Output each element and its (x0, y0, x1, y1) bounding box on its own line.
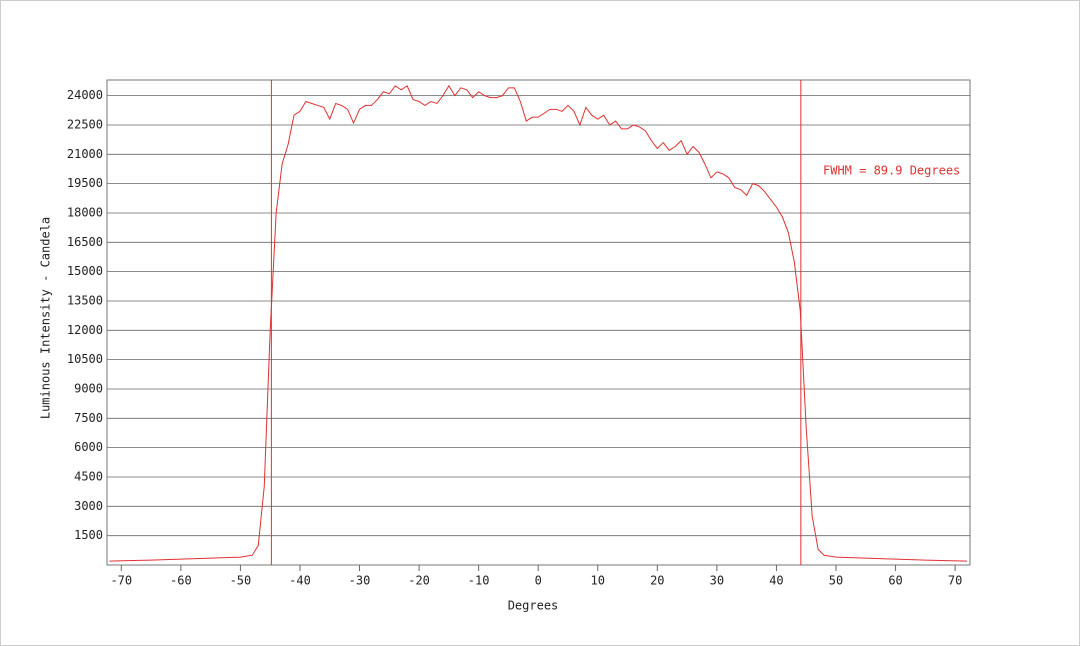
y-tick-label: 7500 (74, 411, 103, 425)
y-tick-label: 24000 (67, 88, 103, 102)
plot-area (106, 79, 971, 566)
y-tick-label: 13500 (67, 293, 103, 307)
y-tick-label: 4500 (74, 469, 103, 483)
y-tick-label: 22500 (67, 117, 103, 131)
x-tick-label: 30 (710, 574, 724, 588)
x-tick-label: -20 (408, 574, 430, 588)
y-tick-label: 3000 (74, 499, 103, 513)
y-tick-label: 19500 (67, 176, 103, 190)
y-tick-label: 9000 (74, 381, 103, 395)
x-tick-label: 40 (769, 574, 783, 588)
x-tick-label: 70 (948, 574, 962, 588)
x-tick-label: 20 (650, 574, 664, 588)
x-tick-label: -30 (349, 574, 371, 588)
y-axis-label: Luminous Intensity - Candela (39, 217, 53, 419)
y-tick-label: 18000 (67, 205, 103, 219)
x-tick-label: 0 (535, 574, 542, 588)
x-tick-label: -10 (468, 574, 490, 588)
y-tick-label: 12000 (67, 323, 103, 337)
x-axis-label: Degrees (508, 599, 559, 613)
x-tick-label: -60 (170, 574, 192, 588)
y-tick-label: 10500 (67, 352, 103, 366)
x-tick-label: -70 (110, 574, 132, 588)
data-line (109, 84, 968, 562)
y-tick-label: 16500 (67, 235, 103, 249)
x-tick-label: 50 (829, 574, 843, 588)
x-tick-label: -40 (289, 574, 311, 588)
x-tick-label: 60 (888, 574, 902, 588)
annotation: FWHM = 89.9 Degrees (823, 164, 960, 178)
y-tick-label: 6000 (74, 440, 103, 454)
y-tick-label: 15000 (67, 264, 103, 278)
x-tick-label: -50 (230, 574, 252, 588)
y-tick-label: 21000 (67, 147, 103, 161)
x-tick-label: 10 (591, 574, 605, 588)
y-tick-label: 1500 (74, 528, 103, 542)
